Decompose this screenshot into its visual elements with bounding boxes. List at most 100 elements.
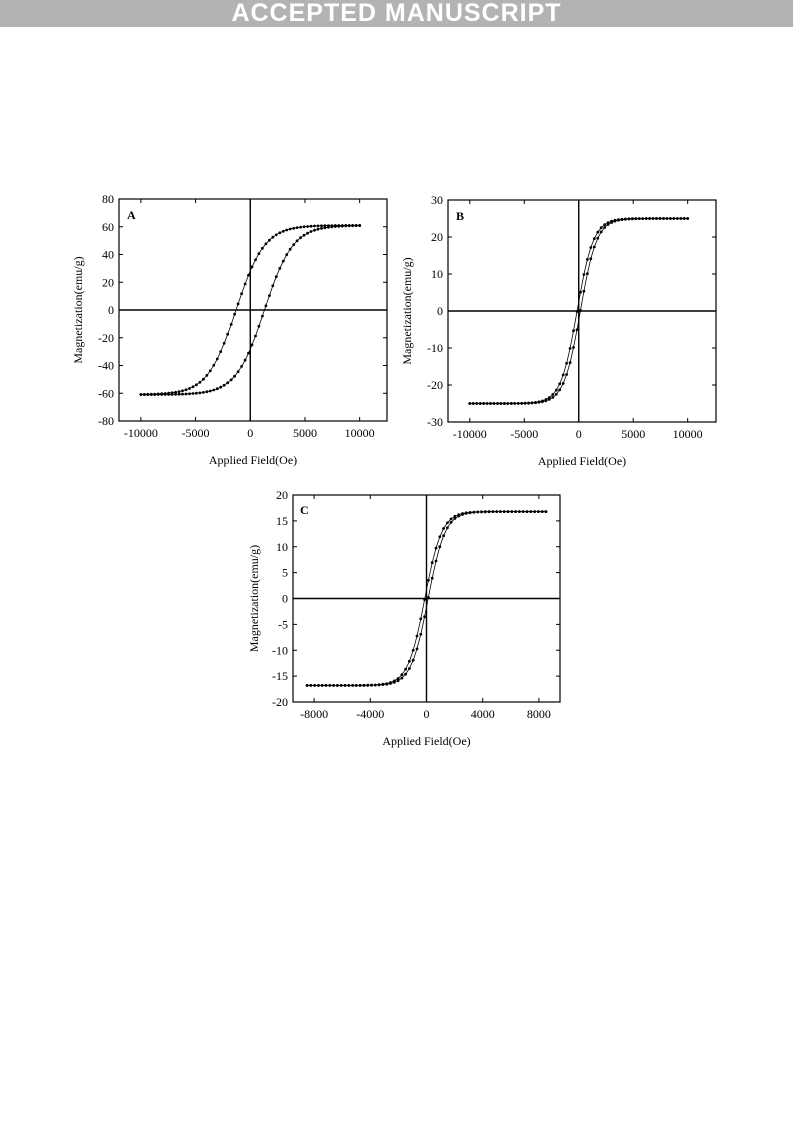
ascending-branch-point bbox=[167, 393, 171, 396]
ascending-branch-point bbox=[373, 683, 377, 687]
ascending-branch-point bbox=[139, 393, 143, 396]
ascending-branch-point bbox=[339, 684, 343, 687]
x-tick-label: 0 bbox=[576, 427, 582, 441]
x-axis-title: Applied Field(Oe) bbox=[538, 454, 626, 468]
ascending-branch-point bbox=[534, 401, 537, 405]
ascending-branch-point bbox=[250, 343, 254, 347]
ascending-branch-point bbox=[514, 510, 517, 513]
ascending-branch-point bbox=[592, 245, 596, 249]
ascending-branch-point bbox=[222, 383, 226, 387]
y-tick-label: -20 bbox=[272, 695, 288, 709]
y-axis-title: Magnetization(emu/g) bbox=[71, 256, 85, 363]
ascending-branch-line bbox=[469, 218, 688, 404]
y-tick-label: -15 bbox=[272, 669, 288, 683]
ascending-branch-point bbox=[205, 390, 209, 394]
x-axis-title: Applied Field(Oe) bbox=[209, 453, 297, 467]
descending-branch-point bbox=[306, 225, 309, 228]
ascending-branch-point bbox=[516, 402, 520, 405]
descending-branch-point bbox=[295, 226, 299, 230]
ascending-branch-point bbox=[478, 402, 482, 405]
ascending-branch-point bbox=[195, 391, 198, 395]
ascending-branch-point bbox=[271, 284, 275, 288]
descending-branch-point bbox=[554, 388, 558, 392]
descending-branch-point bbox=[408, 659, 411, 663]
ascending-branch-point bbox=[518, 510, 521, 513]
ascending-branch-point bbox=[202, 391, 205, 394]
descending-branch-point bbox=[586, 258, 589, 261]
ascending-branch-point bbox=[160, 393, 164, 396]
ascending-branch-point bbox=[582, 289, 586, 293]
ascending-branch-point bbox=[648, 217, 651, 220]
ascending-branch-point bbox=[669, 217, 672, 220]
ascending-branch-point bbox=[309, 684, 313, 687]
x-tick-label: 0 bbox=[247, 426, 253, 440]
ascending-branch-point bbox=[655, 217, 658, 220]
ascending-branch-point bbox=[599, 230, 603, 234]
ascending-branch-point bbox=[274, 275, 278, 279]
ascending-branch-point bbox=[485, 402, 489, 405]
ascending-branch-point bbox=[415, 647, 419, 651]
ascending-branch-point bbox=[337, 224, 341, 228]
ascending-branch-point bbox=[544, 399, 548, 403]
ascending-branch-point bbox=[565, 373, 568, 376]
ascending-branch-point bbox=[240, 365, 244, 368]
ascending-branch-point bbox=[278, 267, 282, 270]
ascending-branch-point bbox=[362, 684, 366, 687]
x-tick-label: -8000 bbox=[300, 707, 328, 721]
y-tick-label: 10 bbox=[276, 540, 288, 554]
ascending-branch-point bbox=[554, 392, 558, 396]
panel-label: B bbox=[456, 209, 464, 223]
ascending-branch-point bbox=[295, 239, 299, 243]
ascending-branch-point bbox=[523, 401, 527, 405]
ascending-branch-point bbox=[404, 672, 407, 676]
y-tick-label: -20 bbox=[98, 331, 114, 345]
ascending-branch-point bbox=[568, 361, 572, 364]
ascending-branch-point bbox=[651, 217, 655, 220]
descending-branch-point bbox=[219, 350, 223, 353]
descending-branch-point bbox=[592, 237, 596, 241]
ascending-branch-point bbox=[385, 682, 389, 686]
ascending-branch-point bbox=[476, 510, 480, 514]
chart-panel-a: -10000 -5000 0 5000 10000 -80 -60 -40 -20 0 20 40 60… bbox=[71, 192, 388, 467]
descending-branch-point bbox=[264, 242, 268, 246]
ascending-branch-point bbox=[198, 391, 202, 395]
y-axis-title: Magnetization(emu/g) bbox=[400, 257, 414, 364]
ascending-branch-point bbox=[389, 682, 392, 685]
ascending-branch-point bbox=[641, 217, 645, 221]
descending-branch-point bbox=[177, 390, 181, 393]
ascending-branch-point bbox=[471, 402, 475, 405]
descending-branch-line bbox=[140, 225, 360, 395]
descending-branch-point bbox=[261, 246, 264, 250]
ascending-branch-point bbox=[305, 684, 309, 687]
ascending-branch-point bbox=[392, 681, 396, 684]
ascending-branch-point bbox=[572, 346, 575, 349]
descending-branch-point bbox=[299, 225, 302, 229]
ascending-branch-point bbox=[637, 217, 641, 221]
descending-branch-point bbox=[292, 226, 296, 230]
descending-branch-point bbox=[243, 282, 247, 286]
ascending-branch-point bbox=[351, 224, 355, 228]
descending-branch-point bbox=[302, 225, 306, 229]
x-tick-label: 4000 bbox=[471, 707, 495, 721]
x-tick-label: 8000 bbox=[527, 707, 551, 721]
y-tick-label: -10 bbox=[272, 643, 288, 657]
ascending-branch-point bbox=[529, 510, 533, 513]
ascending-branch-point bbox=[510, 510, 514, 513]
descending-branch-point bbox=[419, 617, 423, 621]
ascending-branch-point bbox=[521, 510, 525, 513]
ascending-branch-point bbox=[513, 402, 517, 405]
x-tick-label: -5000 bbox=[510, 427, 538, 441]
y-tick-label: 10 bbox=[431, 267, 443, 281]
ascending-branch-point bbox=[330, 225, 334, 229]
ascending-branch-point bbox=[446, 526, 449, 530]
ascending-branch-point bbox=[603, 226, 607, 229]
ascending-branch-point bbox=[495, 510, 499, 513]
ascending-branch-point bbox=[483, 510, 487, 514]
descending-branch-point bbox=[191, 385, 195, 389]
ascending-branch-point bbox=[492, 402, 496, 405]
ascending-branch-point bbox=[247, 351, 250, 355]
descending-branch-point bbox=[281, 229, 285, 233]
ascending-branch-point bbox=[411, 658, 415, 662]
ascending-branch-point bbox=[682, 217, 686, 220]
ascending-branch-point bbox=[306, 231, 309, 235]
